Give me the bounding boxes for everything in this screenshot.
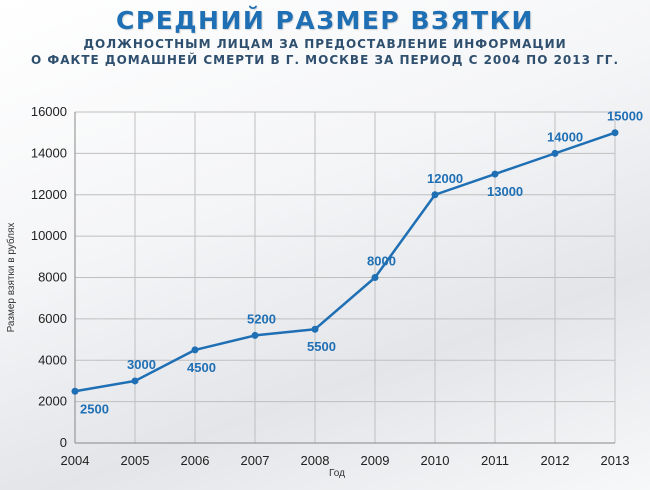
data-label: 5500 (307, 339, 336, 354)
data-label: 13000 (487, 184, 523, 199)
x-tick-label: 2004 (61, 453, 90, 468)
y-tick-label: 14000 (31, 145, 67, 160)
data-label: 15000 (607, 109, 643, 124)
x-tick-label: 2013 (601, 453, 630, 468)
data-label: 14000 (547, 129, 583, 144)
chart-subtitle-line2: О ФАКТЕ ДОМАШНЕЙ СМЕРТИ В Г. МОСКВЕ ЗА П… (30, 53, 619, 67)
grid (74, 111, 616, 444)
chart-subtitle-line1: ДОЛЖНОСТНЫМ ЛИЦАМ ЗА ПРЕДОСТАВЛЕНИЕ ИНФО… (83, 37, 567, 51)
data-point (491, 170, 499, 178)
data-label: 2500 (80, 401, 109, 416)
data-point (71, 387, 79, 395)
x-tick-label: 2009 (361, 453, 390, 468)
x-tick-label: 2007 (241, 453, 270, 468)
data-point (371, 274, 379, 281)
data-label: 3000 (127, 357, 156, 372)
series-line (73, 131, 617, 393)
y-tick-label: 12000 (31, 187, 67, 202)
y-tick-label: 4000 (38, 352, 67, 367)
y-tick-label: 6000 (38, 311, 67, 326)
x-tick-label: 2012 (541, 453, 570, 468)
data-point (191, 346, 199, 354)
x-tick-label: 2006 (181, 453, 210, 468)
data-point (431, 191, 439, 199)
x-tick-label: 2008 (301, 453, 330, 468)
y-tick-label: 8000 (38, 270, 67, 285)
data-label: 4500 (187, 360, 216, 375)
y-tick-label: 2000 (38, 394, 67, 409)
data-point (551, 149, 559, 157)
chart-header: СРЕДНИЙ РАЗМЕР ВЗЯТКИ ДОЛЖНОСТНЫМ ЛИЦАМ … (0, 6, 650, 68)
y-axis-title: Размер взятки в рублях (5, 223, 17, 333)
series (71, 129, 619, 395)
x-tick-label: 2005 (121, 453, 150, 468)
data-label: 5200 (247, 311, 276, 326)
data-label: 8000 (367, 254, 396, 269)
x-tick-label: 2011 (481, 453, 509, 468)
data-point (611, 129, 619, 137)
data-labels: 2500 3000 4500 5200 5500 8000 12000 13000 14000 1… (80, 109, 643, 417)
axes: 0 2000 4000 6000 8000 10000 12000 14000 16000 200… (5, 104, 629, 479)
data-point (131, 377, 139, 385)
chart-title: СРЕДНИЙ РАЗМЕР ВЗЯТКИ (116, 6, 534, 35)
y-tick-label: 16000 (31, 104, 67, 119)
data-point (251, 331, 259, 339)
x-axis-title: Год (329, 468, 345, 479)
y-tick-label: 0 (60, 435, 67, 450)
data-label: 12000 (427, 171, 463, 186)
y-tick-label: 10000 (31, 228, 67, 243)
data-point (311, 325, 319, 333)
x-tick-label: 2010 (421, 453, 450, 468)
